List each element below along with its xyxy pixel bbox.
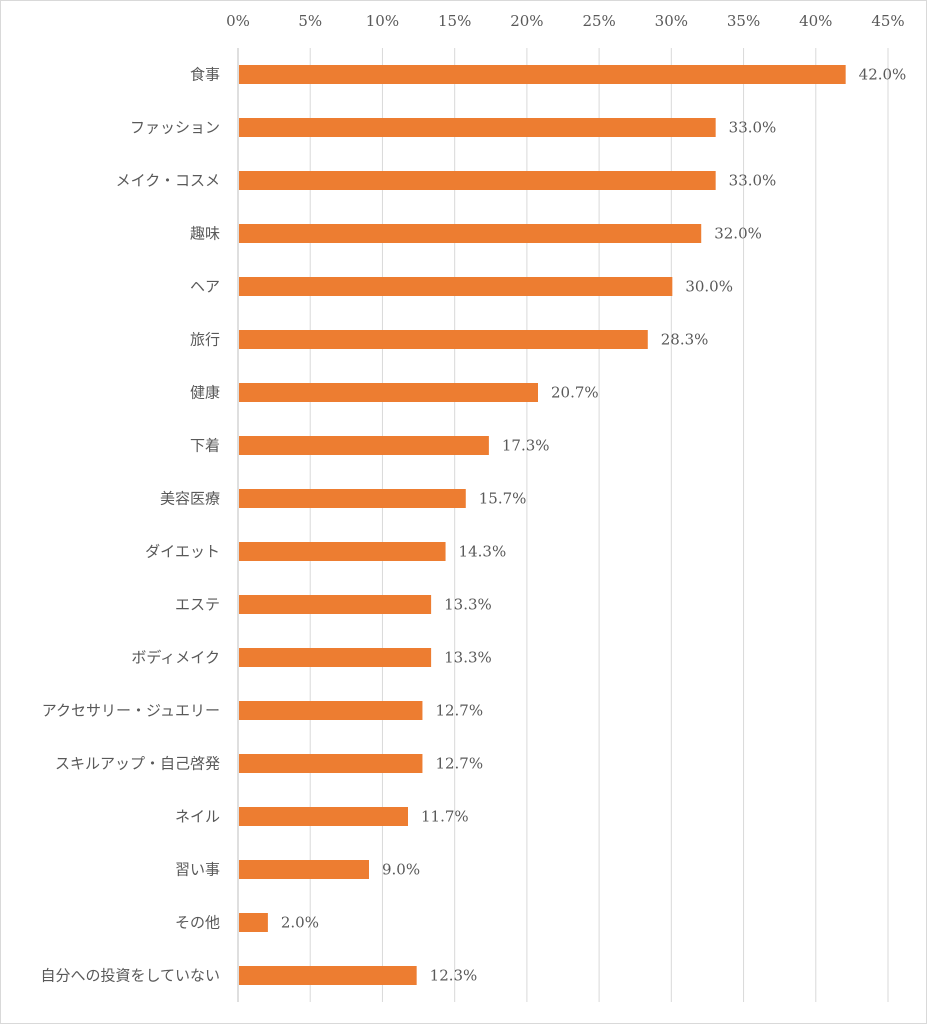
data-label: 13.3%: [444, 649, 492, 667]
category-label: アクセサリー・ジュエリー: [42, 702, 220, 720]
category-label: スキルアップ・自己啓発: [55, 755, 220, 773]
category-label: ダイエット: [145, 543, 220, 561]
category-label: 自分への投資をしていない: [40, 967, 220, 985]
bar: [239, 701, 423, 720]
x-tick-label: 10%: [366, 12, 399, 30]
x-tick-label: 35%: [727, 12, 760, 30]
bar: [239, 754, 423, 773]
data-label: 20.7%: [551, 384, 599, 402]
bar: [239, 65, 846, 84]
x-tick-label: 20%: [510, 12, 543, 30]
data-label: 13.3%: [444, 596, 492, 614]
category-label: メイク・コスメ: [116, 172, 220, 190]
x-tick-label: 25%: [582, 12, 615, 30]
x-tick-label: 5%: [298, 12, 322, 30]
data-label: 12.3%: [430, 967, 478, 985]
category-label: エステ: [175, 596, 220, 614]
bar: [239, 383, 538, 402]
bar: [239, 489, 466, 508]
bar: [239, 966, 417, 985]
x-tick-label: 0%: [226, 12, 250, 30]
data-label: 12.7%: [435, 702, 483, 720]
data-label: 17.3%: [502, 437, 550, 455]
data-label: 33.0%: [729, 172, 777, 190]
gridlines: [237, 48, 889, 1002]
bar: [239, 648, 432, 667]
category-label: ネイル: [175, 808, 220, 826]
category-label: その他: [175, 914, 220, 932]
data-label: 12.7%: [435, 755, 483, 773]
bar: [239, 542, 446, 561]
bars: [239, 65, 846, 985]
bar: [239, 436, 489, 455]
bar: [239, 118, 716, 137]
category-label: ボディメイク: [131, 649, 220, 667]
bar: [239, 807, 408, 826]
category-labels: 食事ファッションメイク・コスメ趣味ヘア旅行健康下着美容医療ダイエットエステボディ…: [40, 66, 220, 985]
data-label: 28.3%: [661, 331, 709, 349]
category-label: 旅行: [190, 331, 220, 349]
data-label: 32.0%: [714, 225, 762, 243]
x-tick-label: 15%: [438, 12, 471, 30]
data-label: 14.3%: [459, 543, 507, 561]
data-label: 2.0%: [281, 914, 319, 932]
bar: [239, 860, 369, 879]
category-label: ファッション: [130, 119, 220, 137]
x-tick-label: 40%: [799, 12, 832, 30]
x-tick-label: 30%: [655, 12, 688, 30]
bar: [239, 330, 648, 349]
category-label: ヘア: [190, 278, 220, 296]
x-tick-label: 45%: [871, 12, 904, 30]
data-label: 15.7%: [479, 490, 527, 508]
category-label: 食事: [190, 66, 220, 84]
category-label: 美容医療: [160, 490, 220, 508]
bar: [239, 277, 673, 296]
bar: [239, 224, 702, 243]
bar: [239, 913, 268, 932]
bar: [239, 171, 716, 190]
data-label: 42.0%: [859, 66, 907, 84]
x-axis-ticks: 0% 5% 10% 15% 20% 25% 30% 35% 40% 45%: [226, 12, 905, 30]
data-label: 11.7%: [421, 808, 469, 826]
category-label: 健康: [190, 384, 220, 402]
data-label: 9.0%: [382, 861, 420, 879]
data-label: 30.0%: [685, 278, 733, 296]
bar: [239, 595, 432, 614]
data-label: 33.0%: [729, 119, 777, 137]
category-label: 習い事: [175, 861, 220, 879]
category-label: 下着: [190, 437, 220, 455]
category-label: 趣味: [190, 225, 220, 243]
data-labels: 42.0% 33.0% 33.0% 32.0% 30.0% 28.3% 20.7% 17.3%…: [281, 66, 906, 985]
